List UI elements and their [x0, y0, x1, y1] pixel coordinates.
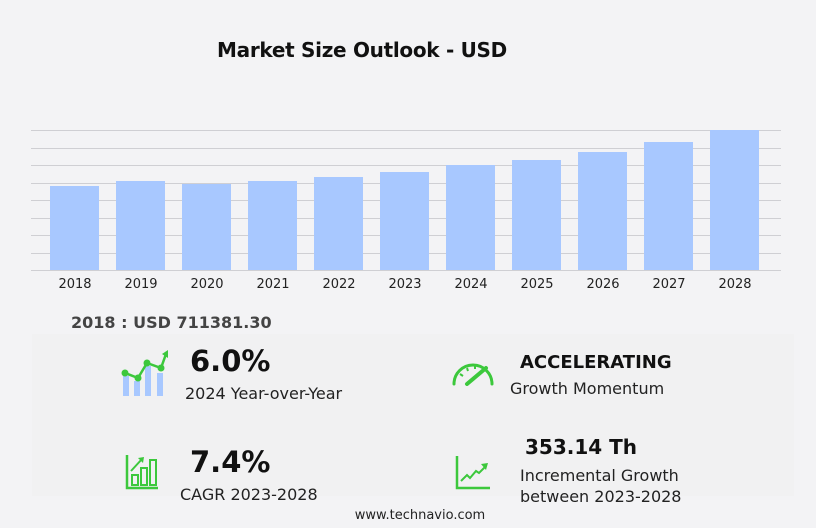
bar-2023[interactable]: [380, 171, 429, 270]
bar-2018[interactable]: [50, 185, 99, 270]
cagr-value: 7.4%: [190, 445, 271, 479]
bar-2024[interactable]: [446, 165, 495, 270]
bar-chart: 2018 2019 2020 2021 2022 2023 2024 2025 2026 2027…: [31, 120, 781, 300]
gridline: [31, 165, 781, 166]
yoy-label: 2024 Year-over-Year: [185, 384, 343, 403]
bar-2026[interactable]: [578, 152, 627, 270]
bar-2019[interactable]: [116, 180, 165, 270]
x-axis-label: 2024: [454, 277, 488, 292]
bar-2020[interactable]: [182, 183, 231, 270]
bar-2027[interactable]: [644, 141, 693, 270]
chart-title: Market Size Outlook - USD: [217, 38, 507, 62]
bar-2022[interactable]: [314, 176, 363, 270]
gridline: [31, 130, 781, 131]
yoy-value: 6.0%: [190, 344, 271, 378]
x-axis-label: 2021: [256, 277, 290, 292]
bar-2025[interactable]: [512, 160, 561, 270]
cagr-label: CAGR 2023-2028: [180, 485, 318, 504]
bar-line-growth-icon: [119, 349, 169, 401]
x-axis-label: 2028: [718, 277, 752, 292]
x-axis-label: 2025: [520, 277, 554, 292]
x-axis-label: 2018: [58, 277, 92, 292]
gridline: [31, 270, 781, 271]
x-axis-label: 2019: [124, 277, 158, 292]
x-axis-label: 2020: [190, 277, 224, 292]
incremental-label-line1: Incremental Growth: [520, 466, 679, 485]
bar-2021[interactable]: [248, 180, 297, 270]
base-year-value: 2018 : USD 711381.30: [71, 313, 272, 332]
bar-2028[interactable]: [710, 130, 759, 270]
bar-chart-arrow-icon: [125, 454, 159, 494]
x-axis-label: 2027: [652, 277, 686, 292]
incremental-value: 353.14 Th: [525, 435, 638, 459]
x-axis-label: 2026: [586, 277, 620, 292]
gridline: [31, 147, 781, 149]
x-axis-label: 2022: [322, 277, 356, 292]
x-axis-label: 2023: [388, 277, 422, 292]
momentum-label: Growth Momentum: [510, 379, 665, 398]
incremental-label-line2: between 2023-2028: [520, 487, 682, 506]
kpi-panel: [32, 334, 794, 496]
momentum-value: ACCELERATING: [520, 352, 672, 373]
speedometer-icon: [451, 360, 495, 390]
trend-line-icon: [455, 455, 491, 494]
source-link[interactable]: www.technavio.com: [354, 508, 486, 523]
